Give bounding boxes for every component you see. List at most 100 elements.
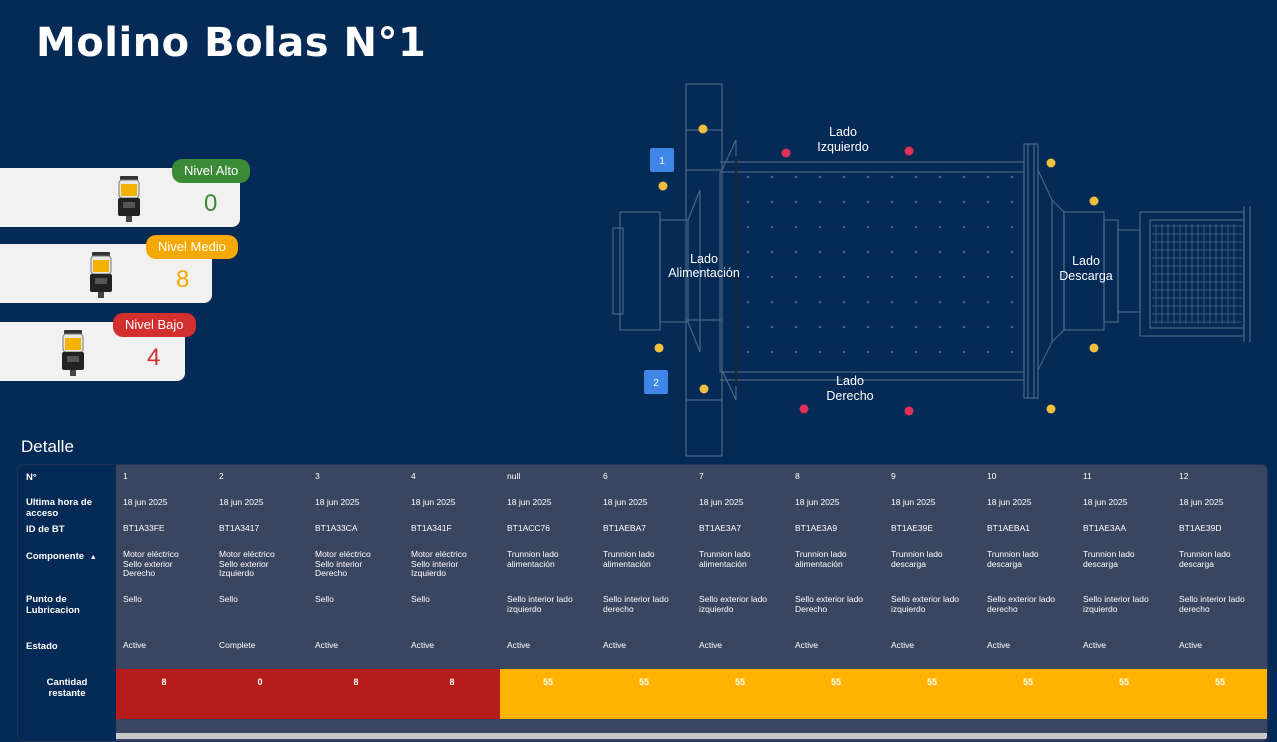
cell-component: Izquierdo <box>411 568 446 578</box>
cell-bt-id: BT1A341F <box>411 523 452 533</box>
cell-n: 11 <box>1083 471 1092 481</box>
lube-point-yellow[interactable] <box>1089 343 1099 353</box>
cell-lub-point: Sello exterior lado <box>891 594 960 604</box>
cell-last-access: 18 jun 2025 <box>219 497 264 507</box>
lube-point-red[interactable] <box>904 146 914 156</box>
cell-component: Trunnion lado <box>1083 549 1135 559</box>
header-last-access: Ultima hora de acceso <box>26 497 92 517</box>
header-bt-id: ID de BT <box>26 524 65 535</box>
label-discharge-side-2: Descarga <box>1059 269 1113 283</box>
cell-bt-id: BT1AE3AA <box>1083 523 1126 533</box>
level-value-low: 4 <box>147 344 161 371</box>
cell-status: Active <box>123 640 147 650</box>
cell-component: descarga <box>987 558 1022 569</box>
lubricator-icon <box>90 252 112 298</box>
cell-component: Izquierdo <box>219 568 254 578</box>
cell-last-access: 18 jun 2025 <box>123 497 168 507</box>
lube-point-yellow[interactable] <box>654 343 664 353</box>
lubricator-icon <box>62 330 84 376</box>
lube-point-yellow[interactable] <box>658 181 668 191</box>
horizontal-scrollbar[interactable] <box>116 733 1267 739</box>
cell-component: Derecho <box>315 568 348 578</box>
cell-lub-point: Sello exterior lado <box>795 594 864 604</box>
lube-point-yellow[interactable] <box>699 384 709 394</box>
cell-lub-point: derecho <box>987 603 1018 614</box>
cell-component: descarga <box>891 558 926 569</box>
cell-last-access: 18 jun 2025 <box>795 497 840 507</box>
cell-component: descarga <box>1179 558 1214 569</box>
cell-last-access: 18 jun 2025 <box>699 497 744 507</box>
cell-bt-id: BT1A3417 <box>219 523 260 533</box>
level-badge-low: Nivel Bajo <box>113 313 196 337</box>
cell-component: alimentación <box>603 558 651 569</box>
cell-bt-id: BT1AEBA1 <box>987 523 1030 533</box>
cell-status: Active <box>1179 640 1203 650</box>
cell-component: Trunnion lado <box>699 549 751 559</box>
cell-component: Sello exterior <box>123 558 173 569</box>
cell-lub-point: Sello exterior lado <box>987 594 1056 604</box>
cell-last-access: 18 jun 2025 <box>507 497 552 507</box>
cell-component: Trunnion lado <box>507 549 559 559</box>
detail-table: N° Ultima hora de acceso ID de BT Compon… <box>17 464 1268 742</box>
header-n: N° <box>26 472 37 483</box>
cell-lub-point: izquierdo <box>699 603 734 614</box>
lube-point-yellow[interactable] <box>1046 404 1056 414</box>
cell-status: Active <box>411 640 435 650</box>
cell-qty: 55 <box>788 669 884 719</box>
cell-component: descarga <box>1083 558 1118 569</box>
cell-component: Derecho <box>123 568 156 578</box>
level-card-high[interactable]: Nivel Alto 0 <box>0 159 251 227</box>
cell-status: Active <box>795 640 819 650</box>
level-badge-medium: Nivel Medio <box>146 235 238 259</box>
cell-component: Trunnion lado <box>891 549 943 559</box>
lube-point-red[interactable] <box>781 148 791 158</box>
cell-component: Motor eléctrico <box>411 549 467 559</box>
lube-point-yellow[interactable] <box>698 124 708 134</box>
page-title: Molino Bolas N°1 <box>36 20 427 66</box>
cell-component: Sello interior <box>315 558 363 569</box>
label-right-side-2: Derecho <box>826 389 873 403</box>
level-value-high: 0 <box>204 190 218 217</box>
label-left-side-2: Izquierdo <box>817 140 868 154</box>
cell-last-access: 18 jun 2025 <box>987 497 1032 507</box>
cell-n: 9 <box>891 471 896 481</box>
cell-lub-point: izquierdo <box>507 603 542 614</box>
header-qty: Cantidad restante <box>46 677 88 699</box>
cell-status: Complete <box>219 640 256 650</box>
cell-lub-point: derecho <box>603 603 634 614</box>
cell-bt-id: BT1AE39D <box>1179 523 1222 533</box>
table-header-column: N° Ultima hora de acceso ID de BT Compon… <box>18 465 116 741</box>
cell-status: Active <box>891 640 915 650</box>
cell-component: Trunnion lado <box>795 549 847 559</box>
header-component-label: Componente <box>26 551 85 562</box>
label-discharge-side-1: Lado <box>1072 254 1100 268</box>
cell-last-access: 18 jun 2025 <box>891 497 936 507</box>
cell-status: Active <box>987 640 1011 650</box>
header-component[interactable]: Componente ▲ <box>26 551 97 563</box>
cell-n: 3 <box>315 471 320 481</box>
level-card-low[interactable]: Nivel Bajo 4 <box>0 313 196 381</box>
cell-n: 12 <box>1179 471 1189 481</box>
cell-last-access: 18 jun 2025 <box>1083 497 1128 507</box>
sort-up-icon: ▲ <box>89 554 97 561</box>
cell-lub-point: Sello interior lado <box>507 594 573 604</box>
detail-title: Detalle <box>21 437 74 456</box>
lube-point-yellow[interactable] <box>1089 196 1099 206</box>
cell-last-access: 18 jun 2025 <box>315 497 360 507</box>
cell-qty: 55 <box>980 669 1076 719</box>
cell-bt-id: BT1AE39E <box>891 523 934 533</box>
cell-qty: 55 <box>1076 669 1172 719</box>
lube-point-red[interactable] <box>904 406 914 416</box>
lube-point-red[interactable] <box>799 404 809 414</box>
cell-n: 2 <box>219 471 224 481</box>
marker-1-label: 1 <box>659 156 665 167</box>
level-card-medium[interactable]: Nivel Medio 8 <box>0 235 238 303</box>
cell-component: Sello interior <box>411 558 459 569</box>
level-value-medium: 8 <box>176 266 190 293</box>
marker-2[interactable]: 2 <box>644 370 668 394</box>
marker-1[interactable]: 1 <box>650 148 674 172</box>
cell-bt-id: BT1A33CA <box>315 523 358 533</box>
cell-lub-point: Sello interior lado <box>603 594 669 604</box>
cell-lub-point: Sello interior lado <box>1083 594 1149 604</box>
lube-point-yellow[interactable] <box>1046 158 1056 168</box>
